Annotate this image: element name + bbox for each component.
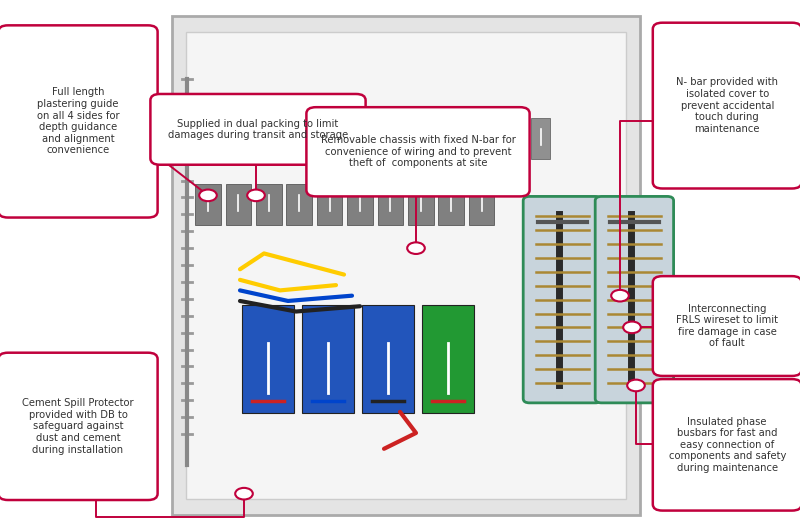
- FancyBboxPatch shape: [653, 379, 800, 511]
- FancyBboxPatch shape: [195, 118, 214, 159]
- FancyBboxPatch shape: [387, 118, 406, 159]
- FancyBboxPatch shape: [172, 16, 640, 515]
- FancyBboxPatch shape: [531, 118, 550, 159]
- FancyBboxPatch shape: [195, 184, 221, 225]
- FancyBboxPatch shape: [523, 196, 602, 403]
- FancyBboxPatch shape: [242, 305, 294, 413]
- FancyBboxPatch shape: [435, 118, 454, 159]
- Circle shape: [611, 290, 629, 301]
- Text: Removable chassis with fixed N-bar for
convenience of wiring and to prevent
thef: Removable chassis with fixed N-bar for c…: [321, 135, 515, 168]
- FancyBboxPatch shape: [291, 118, 310, 159]
- FancyBboxPatch shape: [226, 184, 251, 225]
- Circle shape: [407, 242, 425, 254]
- Text: Full length
plastering guide
on all 4 sides for
depth guidance
and alignment
con: Full length plastering guide on all 4 si…: [37, 88, 119, 155]
- Circle shape: [247, 190, 265, 201]
- Text: Supplied in dual packing to limit
damages during transit and storage: Supplied in dual packing to limit damage…: [168, 119, 348, 140]
- FancyBboxPatch shape: [378, 184, 403, 225]
- FancyBboxPatch shape: [317, 184, 342, 225]
- FancyBboxPatch shape: [483, 118, 502, 159]
- FancyBboxPatch shape: [469, 184, 494, 225]
- Text: Cement Spill Protector
provided with DB to
safeguard against
dust and cement
dur: Cement Spill Protector provided with DB …: [22, 398, 134, 455]
- FancyBboxPatch shape: [411, 118, 430, 159]
- Circle shape: [199, 190, 217, 201]
- FancyBboxPatch shape: [0, 25, 158, 218]
- FancyBboxPatch shape: [256, 184, 282, 225]
- FancyBboxPatch shape: [362, 305, 414, 413]
- FancyBboxPatch shape: [653, 276, 800, 376]
- Text: Interconnecting
FRLS wireset to limit
fire damage in case
of fault: Interconnecting FRLS wireset to limit fi…: [676, 304, 778, 348]
- FancyBboxPatch shape: [306, 107, 530, 196]
- Circle shape: [235, 488, 253, 499]
- FancyBboxPatch shape: [302, 305, 354, 413]
- FancyBboxPatch shape: [267, 118, 286, 159]
- FancyBboxPatch shape: [219, 118, 238, 159]
- Circle shape: [623, 322, 641, 333]
- FancyBboxPatch shape: [595, 196, 674, 403]
- FancyBboxPatch shape: [363, 118, 382, 159]
- FancyBboxPatch shape: [339, 118, 358, 159]
- FancyBboxPatch shape: [653, 23, 800, 188]
- FancyBboxPatch shape: [286, 184, 312, 225]
- FancyBboxPatch shape: [438, 184, 464, 225]
- FancyBboxPatch shape: [459, 118, 478, 159]
- FancyBboxPatch shape: [347, 184, 373, 225]
- FancyBboxPatch shape: [422, 305, 474, 413]
- FancyBboxPatch shape: [186, 32, 626, 499]
- Text: N- bar provided with
isolated cover to
prevent accidental
touch during
maintenan: N- bar provided with isolated cover to p…: [676, 78, 778, 134]
- FancyBboxPatch shape: [507, 118, 526, 159]
- FancyBboxPatch shape: [408, 184, 434, 225]
- FancyBboxPatch shape: [315, 118, 334, 159]
- Circle shape: [627, 380, 645, 391]
- FancyBboxPatch shape: [243, 118, 262, 159]
- Text: Insulated phase
busbars for fast and
easy connection of
components and safety
du: Insulated phase busbars for fast and eas…: [669, 417, 786, 473]
- FancyBboxPatch shape: [150, 94, 366, 165]
- FancyBboxPatch shape: [0, 353, 158, 500]
